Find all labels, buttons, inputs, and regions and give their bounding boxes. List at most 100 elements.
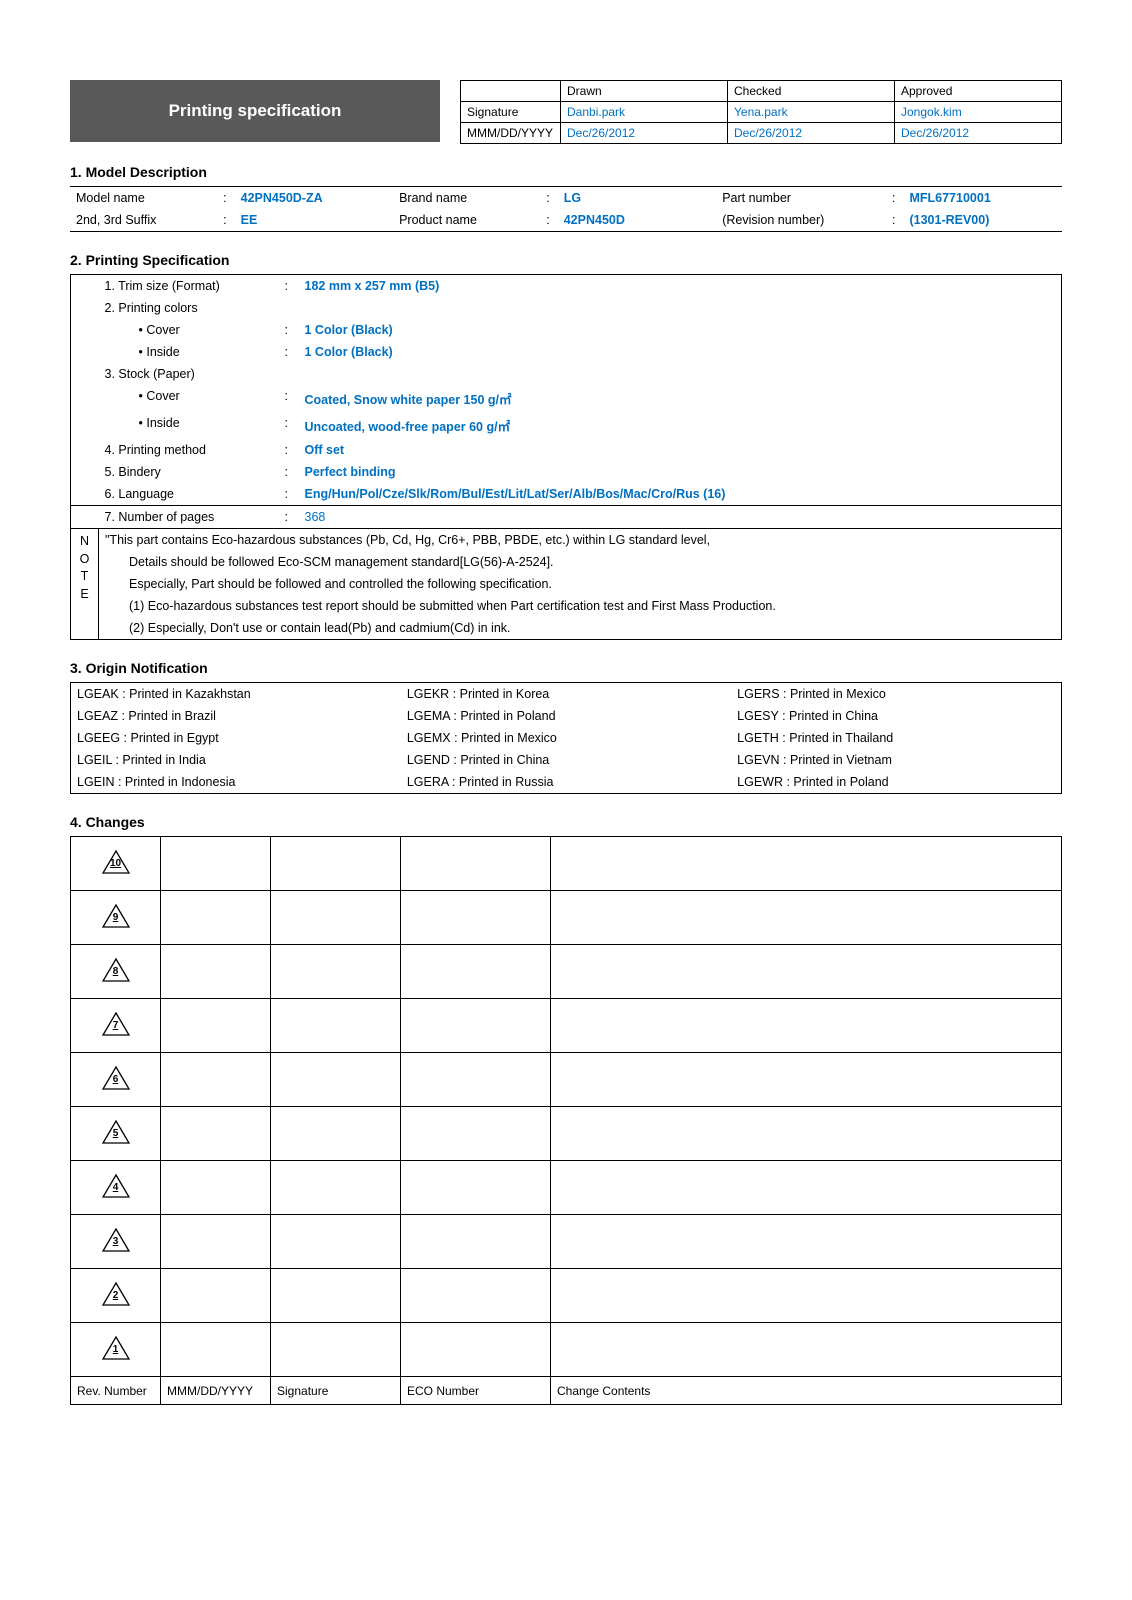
printing-spec-document: Printing specification Drawn Checked App… — [0, 0, 1132, 1465]
spec-row: • Cover:1 Color (Black) — [71, 319, 1062, 341]
origin-cell: LGEND : Printed in China — [401, 749, 731, 771]
change-signature — [271, 1161, 401, 1215]
change-eco — [401, 999, 551, 1053]
spec-row: 2. Printing colors — [71, 297, 1062, 319]
changes-row: 10 — [71, 837, 1062, 891]
approved-sig: Jongok.kim — [895, 102, 1062, 123]
changes-row: 6 — [71, 1053, 1062, 1107]
change-contents — [551, 1053, 1062, 1107]
spec-label: 3. Stock (Paper) — [99, 363, 279, 385]
model-row: 2nd, 3rd Suffix:EEProduct name:42PN450D(… — [70, 209, 1062, 232]
origin-cell: LGEMA : Printed in Poland — [401, 705, 731, 727]
model-row: Model name:42PN450D-ZABrand name:LGPart … — [70, 187, 1062, 210]
checked-date: Dec/26/2012 — [728, 123, 895, 144]
spec-label: 2. Printing colors — [99, 297, 279, 319]
triangle-icon: 10 — [101, 849, 131, 875]
changes-row: 1 — [71, 1323, 1062, 1377]
checked-sig: Yena.park — [728, 102, 895, 123]
change-signature — [271, 999, 401, 1053]
model-value: 42PN450D-ZA — [235, 187, 393, 210]
spec-row: 5. Bindery:Perfect binding — [71, 461, 1062, 483]
model-label: Model name — [70, 187, 217, 210]
origin-cell: LGERS : Printed in Mexico — [731, 683, 1061, 706]
approved-date: Dec/26/2012 — [895, 123, 1062, 144]
document-title: Printing specification — [70, 80, 440, 142]
change-eco — [401, 891, 551, 945]
note-line-4: (2) Especially, Don't use or contain lea… — [99, 617, 1062, 640]
change-signature — [271, 1215, 401, 1269]
change-contents — [551, 1269, 1062, 1323]
spec-value: 182 mm x 257 mm (B5) — [299, 275, 1062, 298]
model-label: Part number — [716, 187, 886, 210]
change-signature — [271, 1323, 401, 1377]
spec-value: 1 Color (Black) — [299, 341, 1062, 363]
spec-value — [299, 297, 1062, 319]
origin-row: LGEEG : Printed in EgyptLGEMX : Printed … — [71, 727, 1062, 749]
triangle-icon: 3 — [101, 1227, 131, 1253]
change-date — [161, 1053, 271, 1107]
sig-header-row: Drawn Checked Approved — [461, 81, 1062, 102]
change-date — [161, 1107, 271, 1161]
section-3-title: 3. Origin Notification — [70, 660, 1062, 676]
triangle-icon: 9 — [101, 903, 131, 929]
change-eco — [401, 945, 551, 999]
model-label: (Revision number) — [716, 209, 886, 232]
change-date — [161, 999, 271, 1053]
changes-row: 8 — [71, 945, 1062, 999]
spec-row: 1. Trim size (Format):182 mm x 257 mm (B… — [71, 275, 1062, 298]
changes-row: 9 — [71, 891, 1062, 945]
change-eco — [401, 1053, 551, 1107]
change-signature — [271, 945, 401, 999]
spec-row: • Cover:Coated, Snow white paper 150 g/㎡ — [71, 385, 1062, 412]
changes-header-row: Rev. NumberMMM/DD/YYYYSignatureECO Numbe… — [71, 1377, 1062, 1405]
col-checked: Checked — [728, 81, 895, 102]
note-line-0: "This part contains Eco-hazardous substa… — [99, 529, 1062, 552]
spec-value: Eng/Hun/Pol/Cze/Slk/Rom/Bul/Est/Lit/Lat/… — [299, 483, 1062, 506]
model-value: EE — [235, 209, 393, 232]
model-label: : — [886, 209, 904, 232]
changes-row: 2 — [71, 1269, 1062, 1323]
change-signature — [271, 1107, 401, 1161]
header-row: Printing specification Drawn Checked App… — [70, 80, 1062, 144]
changes-header-cell: ECO Number — [401, 1377, 551, 1405]
sig-date-row: MMM/DD/YYYY Dec/26/2012 Dec/26/2012 Dec/… — [461, 123, 1062, 144]
origin-row: LGEAZ : Printed in BrazilLGEMA : Printed… — [71, 705, 1062, 727]
spec-value: Coated, Snow white paper 150 g/㎡ — [299, 385, 1062, 412]
origin-table: LGEAK : Printed in KazakhstanLGEKR : Pri… — [70, 682, 1062, 794]
origin-cell: LGEKR : Printed in Korea — [401, 683, 731, 706]
model-value: LG — [558, 187, 716, 210]
model-label: : — [217, 209, 235, 232]
section-4-title: 4. Changes — [70, 814, 1062, 830]
change-date — [161, 1215, 271, 1269]
note-line-3: (1) Eco-hazardous substances test report… — [99, 595, 1062, 617]
triangle-icon: 1 — [101, 1335, 131, 1361]
model-description-table: Model name:42PN450D-ZABrand name:LGPart … — [70, 186, 1062, 232]
change-signature — [271, 891, 401, 945]
model-label: Product name — [393, 209, 540, 232]
triangle-icon: 8 — [101, 957, 131, 983]
origin-cell: LGEMX : Printed in Mexico — [401, 727, 731, 749]
change-date — [161, 891, 271, 945]
change-contents — [551, 1107, 1062, 1161]
origin-cell: LGESY : Printed in China — [731, 705, 1061, 727]
model-value: (1301-REV00) — [903, 209, 1062, 232]
change-contents — [551, 891, 1062, 945]
model-label: 2nd, 3rd Suffix — [70, 209, 217, 232]
row-date: MMM/DD/YYYY — [461, 123, 561, 144]
section-1-title: 1. Model Description — [70, 164, 1062, 180]
change-contents — [551, 1161, 1062, 1215]
changes-row: 3 — [71, 1215, 1062, 1269]
change-eco — [401, 1107, 551, 1161]
spec-label: 1. Trim size (Format) — [99, 275, 279, 298]
spec-label: 5. Bindery — [99, 461, 279, 483]
change-eco — [401, 1161, 551, 1215]
spec-value — [299, 363, 1062, 385]
changes-table: 10987654321Rev. NumberMMM/DD/YYYYSignatu… — [70, 836, 1062, 1405]
changes-row: 4 — [71, 1161, 1062, 1215]
triangle-icon: 2 — [101, 1281, 131, 1307]
change-contents — [551, 1215, 1062, 1269]
row-signature: Signature — [461, 102, 561, 123]
change-eco — [401, 1323, 551, 1377]
spec-row: • Inside:1 Color (Black) — [71, 341, 1062, 363]
origin-cell: LGEIN : Printed in Indonesia — [71, 771, 401, 794]
